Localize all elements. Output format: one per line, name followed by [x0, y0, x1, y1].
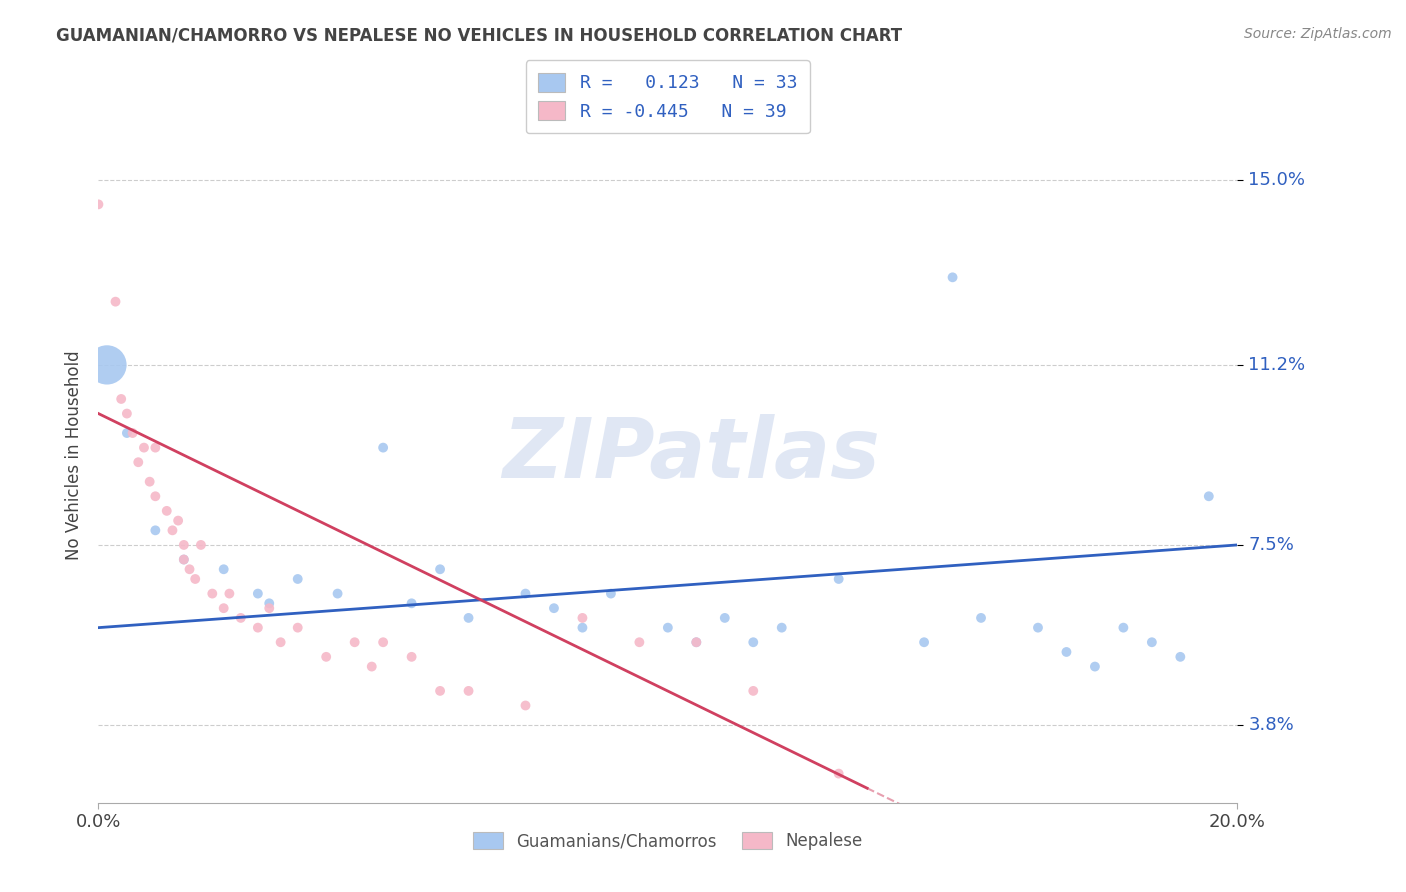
Point: [828, 572, 851, 586]
Point: [371, 441, 394, 455]
Point: [742, 684, 765, 698]
Text: 7.5%: 7.5%: [1249, 536, 1295, 554]
Text: 3.8%: 3.8%: [1249, 716, 1294, 734]
Point: [942, 270, 965, 285]
Point: [714, 611, 737, 625]
Point: [457, 611, 479, 625]
Point: [87, 197, 110, 211]
Point: [212, 601, 235, 615]
Point: [315, 649, 337, 664]
Point: [326, 586, 349, 600]
Point: [246, 621, 269, 635]
Point: [190, 538, 212, 552]
Point: [212, 562, 235, 576]
Point: [515, 586, 537, 600]
Point: [173, 538, 195, 552]
Point: [742, 635, 765, 649]
Point: [1026, 621, 1049, 635]
Point: [828, 766, 851, 780]
Point: [259, 596, 281, 610]
Point: [145, 489, 167, 503]
Point: [571, 611, 593, 625]
Point: [628, 635, 651, 649]
Point: [543, 601, 565, 615]
Point: [229, 611, 252, 625]
Point: [401, 649, 423, 664]
Point: [1112, 621, 1135, 635]
Point: [138, 475, 160, 489]
Point: [132, 441, 155, 455]
Legend: Guamanians/Chamorros, Nepalese: Guamanians/Chamorros, Nepalese: [467, 826, 869, 857]
Text: Source: ZipAtlas.com: Source: ZipAtlas.com: [1244, 27, 1392, 41]
Point: [685, 635, 707, 649]
Point: [259, 601, 281, 615]
Point: [571, 621, 593, 635]
Point: [179, 562, 201, 576]
Y-axis label: No Vehicles in Household: No Vehicles in Household: [65, 350, 83, 560]
Point: [162, 524, 184, 538]
Point: [457, 684, 479, 698]
Text: 11.2%: 11.2%: [1249, 356, 1306, 374]
Point: [371, 635, 394, 649]
Point: [287, 621, 309, 635]
Point: [246, 586, 269, 600]
Point: [145, 441, 167, 455]
Point: [429, 562, 451, 576]
Point: [360, 659, 382, 673]
Text: ZIPatlas: ZIPatlas: [502, 415, 880, 495]
Point: [515, 698, 537, 713]
Point: [770, 621, 793, 635]
Point: [115, 425, 138, 440]
Point: [145, 524, 167, 538]
Point: [1170, 649, 1192, 664]
Point: [173, 552, 195, 566]
Point: [201, 586, 224, 600]
Point: [173, 552, 195, 566]
Point: [218, 586, 240, 600]
Point: [1084, 659, 1107, 673]
Point: [270, 635, 292, 649]
Point: [970, 611, 993, 625]
Point: [657, 621, 679, 635]
Point: [127, 455, 149, 469]
Point: [96, 358, 118, 372]
Point: [156, 504, 179, 518]
Point: [912, 635, 935, 649]
Point: [685, 635, 707, 649]
Point: [115, 407, 138, 421]
Point: [343, 635, 366, 649]
Text: 15.0%: 15.0%: [1249, 171, 1305, 189]
Point: [1198, 489, 1220, 503]
Point: [429, 684, 451, 698]
Point: [600, 586, 623, 600]
Point: [167, 514, 190, 528]
Point: [287, 572, 309, 586]
Point: [110, 392, 132, 406]
Point: [1056, 645, 1078, 659]
Point: [1140, 635, 1163, 649]
Point: [104, 294, 127, 309]
Text: GUAMANIAN/CHAMORRO VS NEPALESE NO VEHICLES IN HOUSEHOLD CORRELATION CHART: GUAMANIAN/CHAMORRO VS NEPALESE NO VEHICL…: [56, 27, 903, 45]
Point: [184, 572, 207, 586]
Point: [121, 425, 143, 440]
Point: [401, 596, 423, 610]
